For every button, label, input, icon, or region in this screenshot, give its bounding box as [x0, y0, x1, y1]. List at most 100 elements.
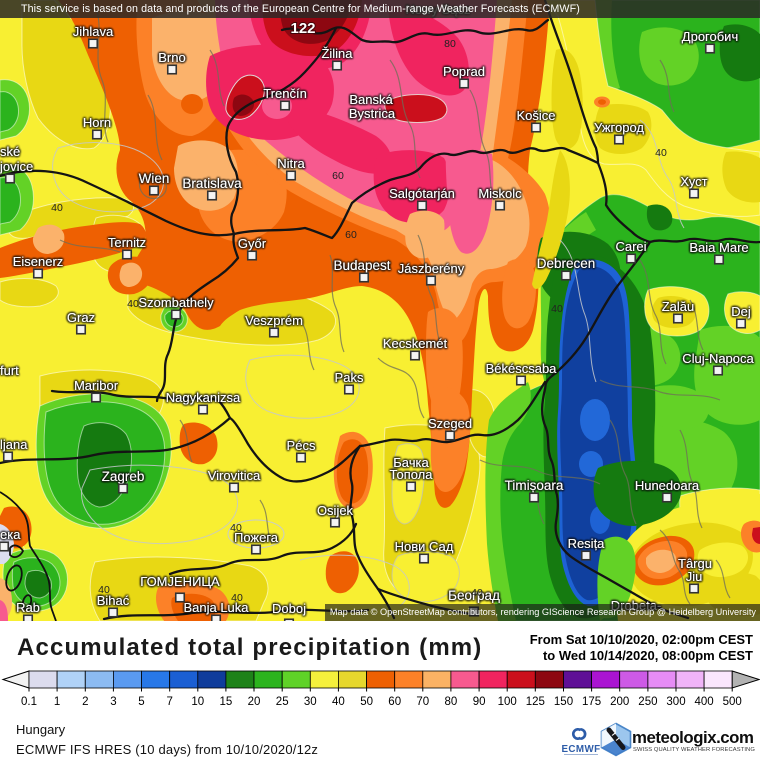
svg-text:ека: ека — [0, 527, 21, 542]
svg-text:1: 1 — [54, 696, 60, 708]
svg-text:ské: ské — [0, 144, 20, 159]
svg-text:90: 90 — [473, 696, 486, 708]
svg-text:80: 80 — [445, 696, 458, 708]
svg-text:furt: furt — [0, 363, 19, 378]
svg-text:150: 150 — [554, 696, 573, 708]
svg-text:Miskolc: Miskolc — [478, 186, 522, 201]
svg-text:Пожега: Пожега — [234, 530, 279, 545]
svg-text:ГОМЈЕНИЦА: ГОМЈЕНИЦА — [140, 574, 220, 589]
svg-text:Eisenerz: Eisenerz — [13, 254, 64, 269]
svg-text:40: 40 — [332, 696, 345, 708]
svg-text:Cluj-Napoca: Cluj-Napoca — [682, 351, 754, 366]
svg-text:Békéscsaba: Békéscsaba — [486, 361, 558, 376]
svg-text:Zalău: Zalău — [662, 299, 695, 314]
svg-text:ljana: ljana — [0, 437, 28, 452]
svg-text:500: 500 — [723, 696, 742, 708]
svg-text:60: 60 — [332, 170, 344, 182]
svg-text:3: 3 — [110, 696, 116, 708]
svg-text:Hunedoara: Hunedoara — [635, 478, 700, 493]
svg-text:70: 70 — [416, 696, 429, 708]
svg-text:Žilina: Žilina — [321, 46, 353, 61]
svg-text:40: 40 — [98, 584, 110, 596]
svg-text:Târgu: Târgu — [678, 556, 712, 571]
svg-text:40: 40 — [655, 147, 667, 159]
svg-text:122: 122 — [290, 20, 315, 37]
svg-text:Kecskemét: Kecskemét — [383, 336, 448, 351]
svg-text:2: 2 — [82, 696, 88, 708]
svg-text:Nitra: Nitra — [277, 156, 305, 171]
svg-text:Rab: Rab — [16, 600, 40, 615]
svg-text:jovice: jovice — [0, 159, 33, 174]
svg-text:60: 60 — [345, 229, 357, 241]
svg-text:Carei: Carei — [615, 239, 646, 254]
svg-text:5: 5 — [138, 696, 144, 708]
svg-text:250: 250 — [638, 696, 657, 708]
svg-text:Zagreb: Zagreb — [102, 469, 145, 484]
svg-text:Ternitz: Ternitz — [108, 235, 146, 250]
svg-text:Timișoara: Timișoara — [505, 478, 564, 493]
svg-text:Poprad: Poprad — [443, 64, 485, 79]
svg-text:Jiu: Jiu — [686, 569, 703, 584]
svg-text:Дрогобич: Дрогобич — [682, 29, 738, 44]
svg-text:30: 30 — [304, 696, 317, 708]
svg-text:Salgótarján: Salgótarján — [389, 186, 455, 201]
svg-text:Хуст: Хуст — [680, 174, 707, 189]
svg-text:60: 60 — [388, 696, 401, 708]
svg-text:Veszprém: Veszprém — [245, 313, 303, 328]
svg-text:Бачка: Бачка — [393, 455, 429, 470]
svg-text:Ужгород: Ужгород — [594, 120, 644, 135]
svg-text:Brno: Brno — [158, 50, 185, 65]
svg-text:Београд: Београд — [448, 588, 500, 603]
svg-text:meteologix.com: meteologix.com — [632, 728, 753, 747]
svg-text:300: 300 — [666, 696, 685, 708]
svg-text:SWISS QUALITY WEATHER FORECAST: SWISS QUALITY WEATHER FORECASTING — [633, 747, 755, 753]
svg-text:20: 20 — [248, 696, 261, 708]
svg-text:Virovitica: Virovitica — [208, 468, 261, 483]
svg-text:Graz: Graz — [67, 310, 95, 325]
svg-text:Budapest: Budapest — [333, 258, 390, 273]
svg-text:Győr: Győr — [238, 236, 267, 251]
svg-text:50: 50 — [360, 696, 373, 708]
svg-text:Paks: Paks — [335, 370, 364, 385]
svg-text:40: 40 — [231, 592, 243, 604]
svg-text:Jihlava: Jihlava — [73, 24, 114, 39]
svg-text:40: 40 — [471, 587, 483, 599]
svg-text:40: 40 — [51, 202, 63, 214]
svg-text:100: 100 — [498, 696, 517, 708]
svg-text:Bihać: Bihać — [97, 593, 130, 608]
svg-text:Топола: Топола — [390, 467, 434, 482]
svg-text:Bystrica: Bystrica — [349, 106, 396, 121]
svg-text:Horn: Horn — [83, 115, 111, 130]
svg-text:Jászberény: Jászberény — [398, 261, 465, 276]
svg-text:ECMWF: ECMWF — [561, 744, 600, 755]
svg-text:40: 40 — [230, 522, 242, 534]
svg-text:40: 40 — [551, 303, 563, 315]
svg-text:Košice: Košice — [516, 108, 555, 123]
svg-text:Dej: Dej — [731, 304, 751, 319]
svg-text:Szombathely: Szombathely — [138, 295, 214, 310]
svg-text:Trenčín: Trenčín — [263, 86, 307, 101]
svg-text:7: 7 — [166, 696, 172, 708]
svg-text:40: 40 — [127, 298, 139, 310]
svg-text:15: 15 — [220, 696, 233, 708]
svg-text:Banská: Banská — [349, 92, 393, 107]
svg-text:Szeged: Szeged — [428, 416, 472, 431]
svg-text:10: 10 — [191, 696, 204, 708]
svg-text:200: 200 — [610, 696, 629, 708]
svg-text:Doboj: Doboj — [272, 601, 306, 616]
svg-text:25: 25 — [276, 696, 289, 708]
svg-text:Banja Luka: Banja Luka — [183, 600, 249, 615]
svg-text:Нови Сад: Нови Сад — [395, 539, 454, 554]
svg-text:Maribor: Maribor — [74, 378, 119, 393]
svg-text:Pécs: Pécs — [287, 438, 316, 453]
svg-text:Osijek: Osijek — [317, 503, 354, 518]
svg-text:400: 400 — [695, 696, 714, 708]
svg-text:Bratislava: Bratislava — [182, 176, 242, 191]
svg-text:Nagykanizsa: Nagykanizsa — [166, 390, 241, 405]
svg-text:125: 125 — [526, 696, 545, 708]
svg-text:175: 175 — [582, 696, 601, 708]
svg-text:80: 80 — [444, 38, 456, 50]
svg-text:Wien: Wien — [139, 171, 170, 186]
svg-text:Baia Mare: Baia Mare — [689, 240, 748, 255]
svg-text:0.1: 0.1 — [21, 696, 37, 708]
